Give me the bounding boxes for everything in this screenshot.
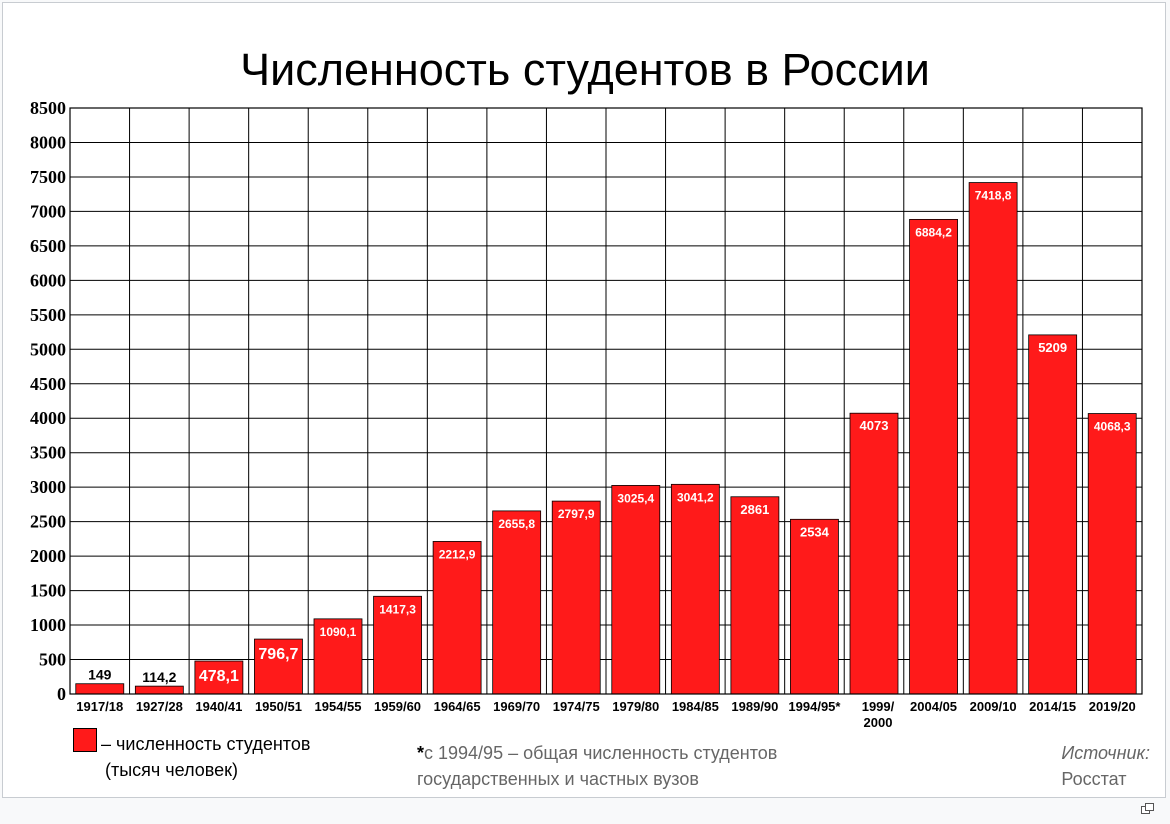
legend-label-line1: – численность студентов — [101, 734, 311, 754]
data-label: 2655,8 — [498, 517, 535, 531]
bar — [670, 483, 720, 695]
bar — [730, 496, 780, 695]
data-label: 478,1 — [199, 668, 239, 685]
data-label: 3041,2 — [677, 490, 714, 504]
y-tick-label: 4000 — [30, 408, 66, 428]
data-label: 2861 — [740, 502, 769, 517]
x-tick-label: 2004/05 — [910, 699, 957, 714]
data-label: 1090,1 — [320, 625, 357, 639]
y-tick-label: 2000 — [30, 546, 66, 566]
data-label: 2534 — [800, 524, 830, 539]
source-value: Росстат — [1061, 769, 1127, 789]
source-note: Источник: Росстат — [1061, 740, 1150, 792]
y-tick-label: 5500 — [30, 305, 66, 325]
x-tick-label: 1954/55 — [315, 699, 362, 714]
y-tick-label: 500 — [39, 650, 66, 670]
x-tick-label: 1974/75 — [553, 699, 600, 714]
source-label: Источник: — [1061, 743, 1150, 763]
legend-label: – численность студентов (тысяч человек) — [101, 731, 310, 783]
data-label: 4068,3 — [1094, 420, 1131, 434]
bar — [790, 518, 839, 695]
y-tick-label: 5000 — [30, 339, 66, 359]
x-tick-label: 1989/90 — [731, 699, 778, 714]
x-tick-label: 2014/15 — [1029, 699, 1076, 714]
x-tick-label: 2000 — [864, 715, 893, 730]
footnote-line2: государственных и частных вузов — [417, 769, 699, 789]
data-label: 7418,8 — [975, 189, 1012, 203]
enlarge-icon[interactable] — [1141, 803, 1154, 814]
x-tick-label: 1927/28 — [136, 699, 183, 714]
bar — [909, 218, 958, 695]
bar — [611, 485, 661, 695]
bar — [968, 182, 1018, 695]
bar — [551, 500, 601, 695]
bars — [75, 182, 1137, 695]
bar — [1087, 413, 1137, 695]
chart-title: Численность студентов в России — [240, 44, 930, 95]
plot-border — [69, 107, 1143, 695]
data-label: 2797,9 — [558, 507, 595, 521]
legend-label-line2: (тысяч человек) — [105, 760, 239, 780]
data-label: 114,2 — [142, 669, 176, 685]
bar — [75, 683, 125, 695]
x-tick-label: 2019/20 — [1089, 699, 1136, 714]
y-tick-label: 8000 — [30, 132, 66, 152]
grid — [69, 107, 1143, 695]
x-tick-label: 1979/80 — [612, 699, 659, 714]
x-tick-label: 1969/70 — [493, 699, 540, 714]
y-tick-label: 6500 — [30, 236, 66, 256]
bar — [134, 685, 184, 695]
y-tick-label: 6000 — [30, 270, 66, 290]
y-tick-label: 7000 — [30, 201, 66, 221]
data-label: 1417,3 — [379, 602, 416, 616]
y-tick-label: 2500 — [30, 512, 66, 532]
data-label: 2212,9 — [439, 547, 476, 561]
axis-ticks: 0 500 1000 1500 2000 2500 3000 3500 4000 4500 5000… — [30, 98, 1143, 730]
y-tick-label: 1000 — [30, 615, 66, 635]
x-tick-label: 2009/10 — [970, 699, 1017, 714]
bar — [432, 541, 482, 695]
y-tick-label: 3000 — [30, 477, 66, 497]
x-tick-label: 1959/60 — [374, 699, 421, 714]
footnote: *с 1994/95 – общая численность студентов… — [417, 740, 777, 792]
y-tick-label: 4500 — [30, 374, 66, 394]
x-tick-label: 1984/85 — [672, 699, 719, 714]
footnote-line1: с 1994/95 – общая численность студентов — [424, 743, 778, 763]
x-tick-label: 1917/18 — [76, 699, 123, 714]
bar — [254, 638, 303, 695]
data-label: 796,7 — [258, 646, 298, 663]
data-label: 4073 — [860, 418, 889, 433]
x-tick-label: 1964/65 — [434, 699, 481, 714]
data-label: 6884,2 — [915, 225, 952, 239]
data-labels: 149 114,2 478,1 796,7 1090,1 1417,3 2212,9 2655… — [88, 189, 1131, 686]
data-label: 5209 — [1038, 340, 1067, 355]
y-tick-label: 1500 — [30, 581, 66, 601]
footnote-star: * — [417, 743, 425, 763]
x-tick-label: 1950/51 — [255, 699, 302, 714]
legend-swatch — [73, 728, 97, 752]
bar — [849, 412, 899, 695]
data-label: 149 — [88, 667, 112, 683]
x-tick-label: 1999/ — [862, 699, 895, 714]
bar — [1028, 334, 1078, 695]
x-tick-label: 1940/41 — [195, 699, 242, 714]
x-tick-label: 1994/95* — [788, 699, 841, 714]
bar — [313, 618, 363, 695]
y-tick-label: 0 — [57, 684, 66, 704]
y-tick-label: 8500 — [30, 98, 66, 118]
y-tick-label: 7500 — [30, 167, 66, 187]
data-label: 3025,4 — [617, 491, 654, 505]
bar — [492, 510, 542, 695]
bar — [373, 595, 422, 695]
y-tick-label: 3500 — [30, 443, 66, 463]
bar — [194, 660, 244, 695]
